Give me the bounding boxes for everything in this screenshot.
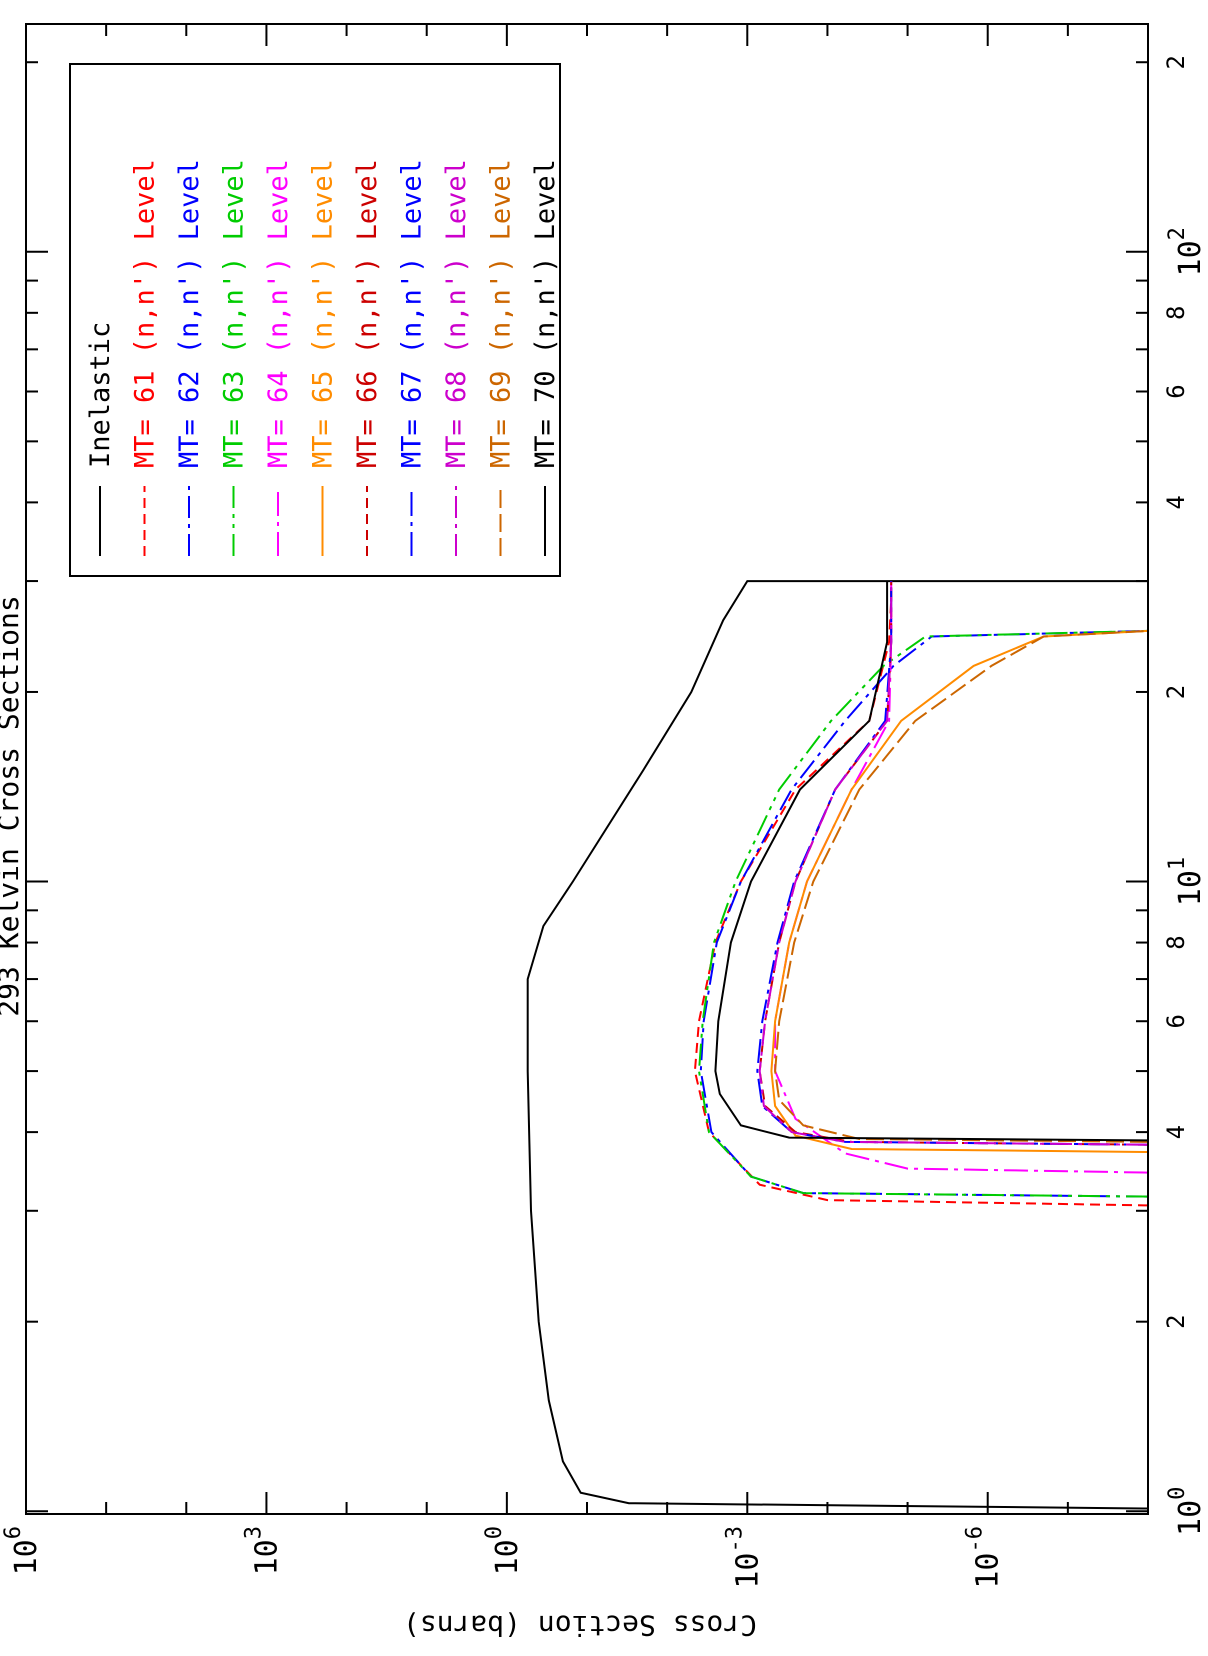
legend-entry: MT= 63 (n,n') Level xyxy=(219,159,250,468)
series-line-8 xyxy=(756,581,1148,1146)
series-line-5 xyxy=(774,581,1148,1174)
y-major-tick-label: 103 xyxy=(241,1526,284,1575)
series-line-2 xyxy=(693,581,1148,1207)
series-line-1 xyxy=(526,580,1148,1510)
series-line-6 xyxy=(770,629,1148,1153)
x-major-tick-label: 100 xyxy=(1165,1487,1208,1536)
legend-entry: MT= 64 (n,n') Level xyxy=(263,159,294,468)
x-axis: 2 4 6 8 2 4 6 8 2 100 101 102 xyxy=(26,55,1208,1536)
x-tick-label: 2 xyxy=(1162,1314,1190,1328)
plot-area xyxy=(526,580,1148,1510)
x-tick-label: 4 xyxy=(1162,495,1190,509)
x-tick-label: 6 xyxy=(1162,384,1190,398)
legend-box xyxy=(69,63,561,577)
legend-entry: MT= 66 (n,n') Level xyxy=(352,159,383,468)
series-line-4 xyxy=(697,629,1148,1198)
x-major-tick-label: 102 xyxy=(1165,227,1208,276)
x-tick-label: 2 xyxy=(1162,685,1190,699)
series-line-9 xyxy=(758,581,1148,1146)
x-tick-label: 6 xyxy=(1162,1014,1190,1028)
y-major-tick-label: 100 xyxy=(482,1526,525,1575)
series-line-10 xyxy=(774,629,1148,1143)
legend-entry: MT= 61 (n,n') Level xyxy=(130,159,161,468)
legend-entry: MT= 67 (n,n') Level xyxy=(397,159,428,468)
legend-entry: MT= 69 (n,n') Level xyxy=(486,159,517,468)
x-major-tick-label: 101 xyxy=(1165,857,1208,906)
x-tick-label: 8 xyxy=(1162,306,1190,320)
legend-entry: MT= 70 (n,n') Level xyxy=(530,159,561,468)
y-axis: 106 103 100 10-3 10-6 xyxy=(1,24,1149,1589)
legend-entry: MT= 68 (n,n') Level xyxy=(441,159,472,468)
x-tick-label: 4 xyxy=(1162,1125,1190,1139)
legend-entry: MT= 65 (n,n') Level xyxy=(308,159,339,468)
series-line-3 xyxy=(699,629,1148,1198)
y-major-tick-label: 10-3 xyxy=(722,1526,765,1589)
y-major-tick-label: 106 xyxy=(1,1526,44,1575)
series-line-11 xyxy=(714,581,1148,1142)
chart-title: 293 Kelvin Cross Sections xyxy=(0,595,25,1016)
legend: Inelastic MT= 61 (n,n') Level MT= 62 (n,n'… xyxy=(69,63,561,577)
x-tick-label: 2 xyxy=(1162,55,1190,69)
y-axis-label: Cross Section (barns) xyxy=(403,1609,757,1642)
legend-entry: Inelastic xyxy=(85,322,116,468)
y-major-tick-label: 10-6 xyxy=(963,1526,1006,1589)
x-tick-label: 8 xyxy=(1162,935,1190,949)
legend-entry: MT= 62 (n,n') Level xyxy=(174,159,205,468)
series-line-7 xyxy=(758,581,1148,1146)
